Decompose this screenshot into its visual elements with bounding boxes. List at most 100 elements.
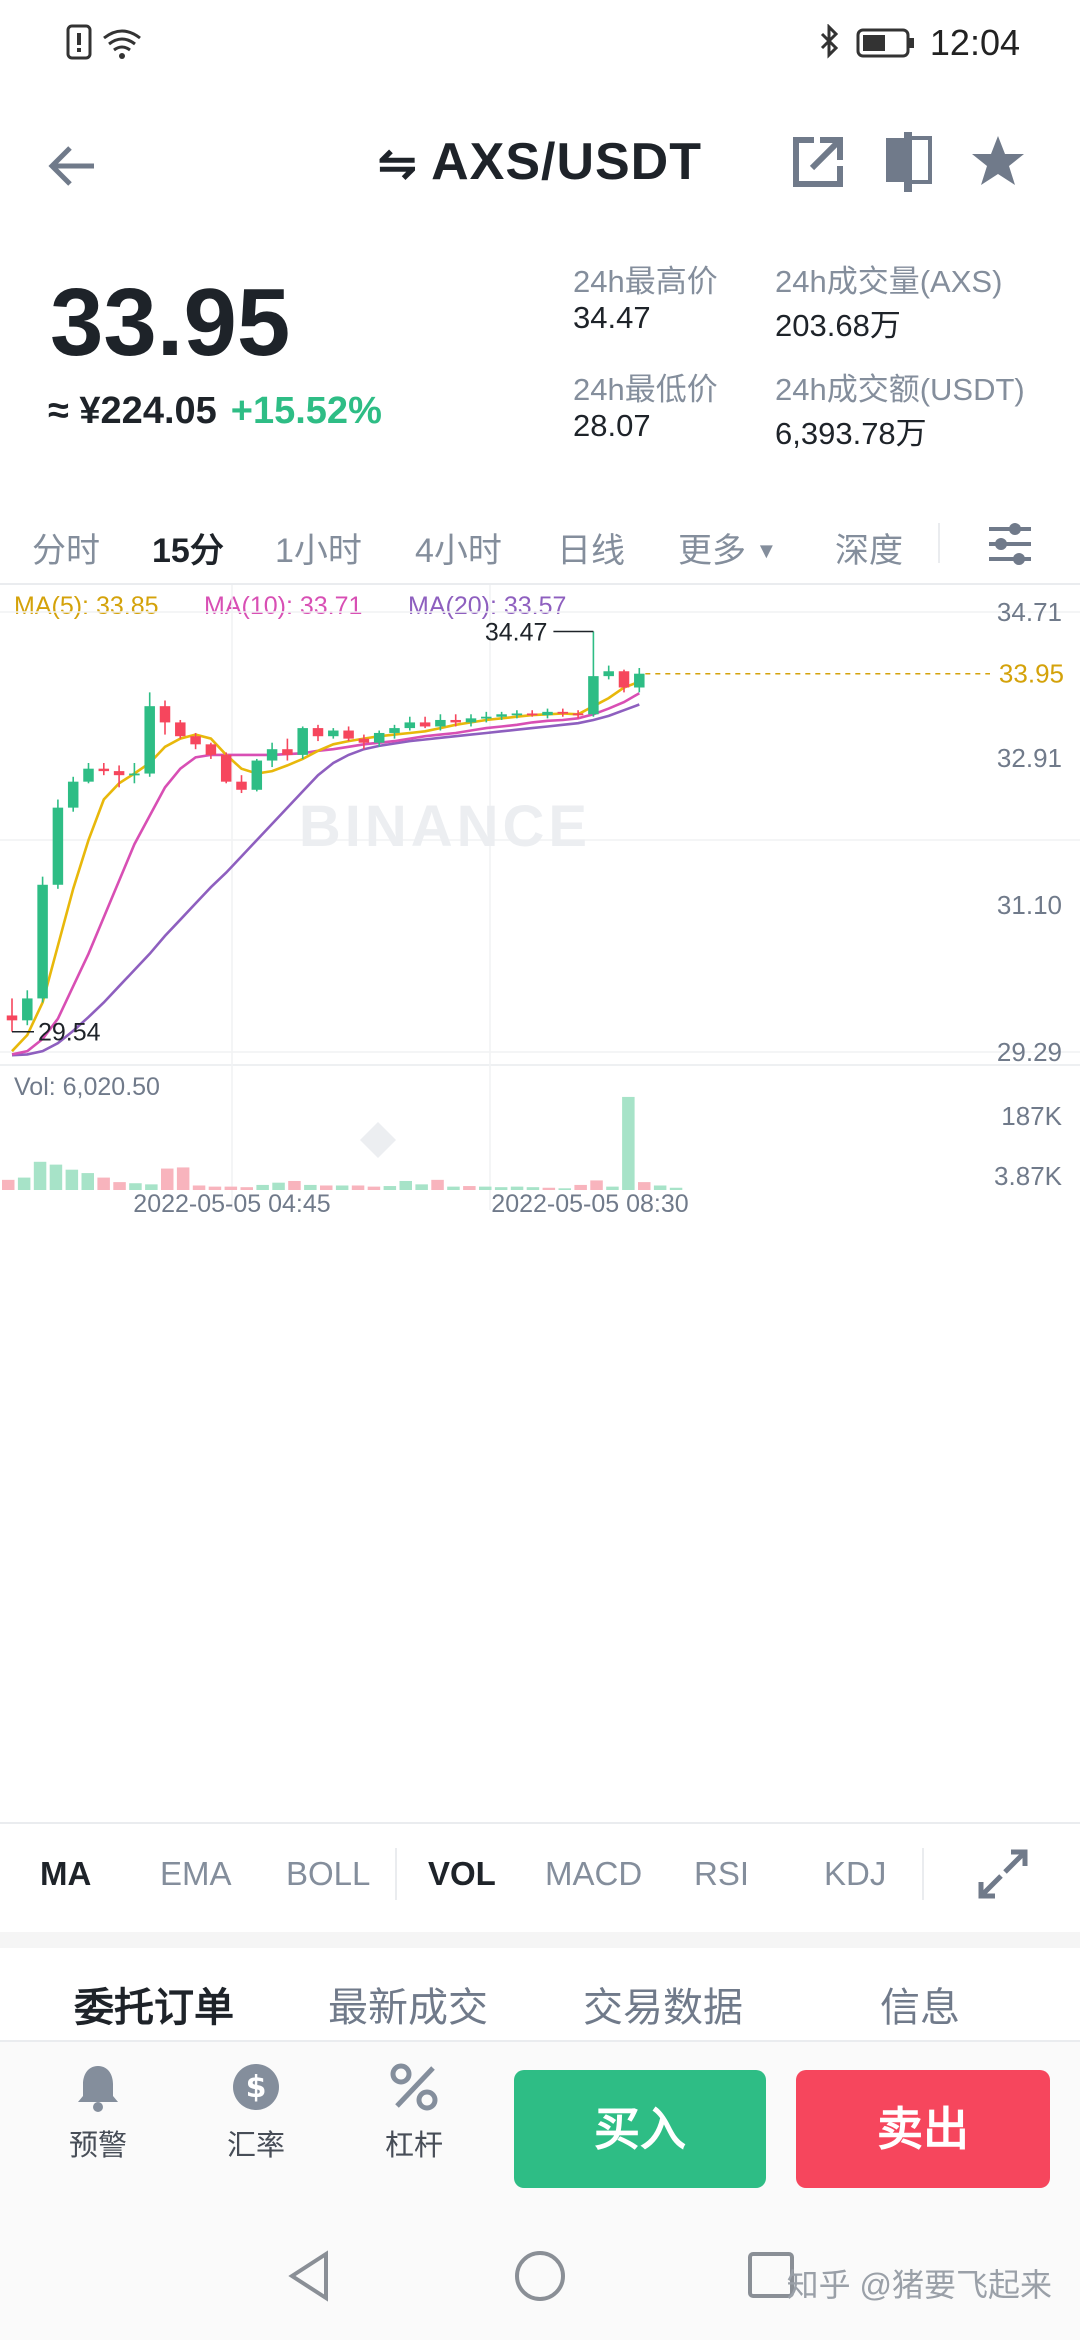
alert-tool[interactable]: 预警 <box>38 2062 158 2164</box>
indicator-divider-2 <box>922 1848 924 1900</box>
last-price-tag: 33.95 <box>999 659 1064 689</box>
volume-bar <box>574 1184 587 1190</box>
volume-bar <box>304 1184 317 1190</box>
ma5-line <box>11 680 640 1053</box>
indicator-vol[interactable]: VOL <box>428 1855 496 1892</box>
candle-body <box>419 722 431 727</box>
indicator-divider <box>395 1848 397 1900</box>
system-nav-bar: 知乎 @猪要飞起来 <box>0 2210 1080 2340</box>
volume-bar <box>653 1185 667 1190</box>
candle-body <box>557 711 569 714</box>
volume-bar <box>129 1183 142 1190</box>
notification-wifi-icons <box>66 24 141 60</box>
volume-bar <box>351 1185 365 1190</box>
candle-body <box>618 671 630 688</box>
tab-trading-data[interactable]: 交易数据 <box>583 1986 743 2030</box>
stat-high-label: 24h最高价 <box>573 264 718 299</box>
tab-4h[interactable]: 4小时 <box>415 532 502 570</box>
candle-body <box>113 771 125 776</box>
layout-toggle-icon[interactable] <box>880 130 936 194</box>
candle-body <box>282 749 293 755</box>
indicator-rsi[interactable]: RSI <box>694 1855 750 1892</box>
bluetooth-battery-icons <box>820 24 914 59</box>
svg-text:$: $ <box>246 2070 267 2105</box>
x-axis-tick-label: 2022-05-05 08:30 <box>491 1190 688 1218</box>
interval-tabs: 分时 15分 1小时 4小时 日线 更多 ▼ 深度 <box>0 505 1080 580</box>
candlestick-chart[interactable]: BINANCE Vol: 6,020.50 187K 3.87K 34.71 32.9… <box>0 585 1080 1825</box>
favorite-star-icon[interactable] <box>968 132 1028 192</box>
volume-bar <box>17 1177 31 1190</box>
tabs-bottom-border <box>0 583 1080 585</box>
tab-depth[interactable]: 深度 <box>835 532 903 570</box>
volume-bar <box>415 1184 428 1190</box>
volume-legend: Vol: 6,020.50 <box>14 1073 160 1101</box>
volume-bar <box>526 1187 540 1190</box>
stat-low-value: 28.07 <box>573 408 651 443</box>
volume-bar <box>97 1177 110 1190</box>
candle-body <box>159 706 171 723</box>
tab-15m[interactable]: 15分 <box>152 532 224 570</box>
volume-bar <box>208 1186 222 1190</box>
pair-title[interactable]: ⇋ AXS/USDT <box>0 132 1080 192</box>
volume-bar <box>256 1184 269 1190</box>
share-icon[interactable] <box>790 134 846 190</box>
candle-body <box>266 749 278 761</box>
indicator-macd[interactable]: MACD <box>545 1855 643 1892</box>
tab-info[interactable]: 信息 <box>880 1986 960 2030</box>
indicator-ema[interactable]: EMA <box>160 1855 232 1892</box>
tabs-divider <box>938 523 940 563</box>
candle-body <box>588 676 599 715</box>
nav-recents-icon[interactable] <box>744 2248 800 2304</box>
volume-bar <box>145 1184 158 1190</box>
ma10-line <box>11 692 640 1056</box>
bell-icon <box>78 2066 118 2112</box>
tab-1h[interactable]: 1小时 <box>275 532 362 570</box>
stat-volume-label: 24h成交量(AXS) <box>775 264 1003 299</box>
candle-body <box>190 736 201 745</box>
rate-tool[interactable]: $ 汇率 <box>196 2062 316 2164</box>
y-axis-tick-label: 31.10 <box>997 890 1062 920</box>
indicator-kdj[interactable]: KDJ <box>824 1855 887 1892</box>
ma20-legend: MA(20): 33.57 <box>408 592 567 620</box>
chart-settings-icon[interactable] <box>985 519 1035 569</box>
rate-label: 汇率 <box>226 2130 285 2162</box>
ma5-legend: MA(5): 33.85 <box>14 592 159 620</box>
volume-bar <box>494 1187 508 1190</box>
nav-home-icon[interactable] <box>512 2248 568 2304</box>
volume-bar <box>399 1180 412 1190</box>
nav-back-icon[interactable] <box>282 2248 338 2304</box>
back-arrow-icon[interactable] <box>44 138 100 194</box>
last-price-tag-bg <box>990 653 1076 694</box>
tab-timeline[interactable]: 分时 <box>32 532 100 570</box>
candle-body <box>297 728 308 755</box>
tab-more[interactable]: 更多 ▼ <box>678 523 777 572</box>
chart-bottom-border <box>0 1822 1080 1824</box>
stat-high-value: 34.47 <box>573 300 651 335</box>
indicator-ma[interactable]: MA <box>40 1855 92 1892</box>
candle-body <box>236 781 247 790</box>
swap-icon: ⇋ <box>378 137 418 189</box>
candle-body <box>98 768 110 772</box>
indicator-boll[interactable]: BOLL <box>286 1855 371 1892</box>
stat-turnover-value: 6,393.78万 <box>775 416 927 451</box>
candle-body <box>373 732 385 743</box>
volume-bar <box>2 1179 15 1190</box>
header: ⇋ AXS/USDT <box>0 110 1080 220</box>
caret-down-icon: ▼ <box>755 538 778 563</box>
sell-button[interactable]: 卖出 <box>796 2070 1050 2188</box>
action-bar: 预警 $ 汇率 杠杆 买入 卖出 <box>0 2040 1080 2212</box>
fullscreen-icon[interactable] <box>975 1846 1031 1902</box>
volume-bar <box>463 1186 476 1190</box>
tab-open-orders[interactable]: 委托订单 <box>74 1986 234 2030</box>
volume-bar <box>622 1096 635 1190</box>
candle-body <box>6 1015 18 1021</box>
cny-price: ≈ ¥224.05 <box>48 390 217 432</box>
leverage-tool[interactable]: 杠杆 <box>354 2062 474 2164</box>
tab-daily[interactable]: 日线 <box>557 532 625 570</box>
tab-recent-trades[interactable]: 最新成交 <box>328 1986 488 2030</box>
section-separator <box>0 1932 1080 1948</box>
volume-bar <box>320 1185 333 1190</box>
buy-button[interactable]: 买入 <box>514 2070 766 2188</box>
high-marker-label: 34.47 <box>485 618 548 646</box>
alert-label: 预警 <box>68 2130 127 2162</box>
